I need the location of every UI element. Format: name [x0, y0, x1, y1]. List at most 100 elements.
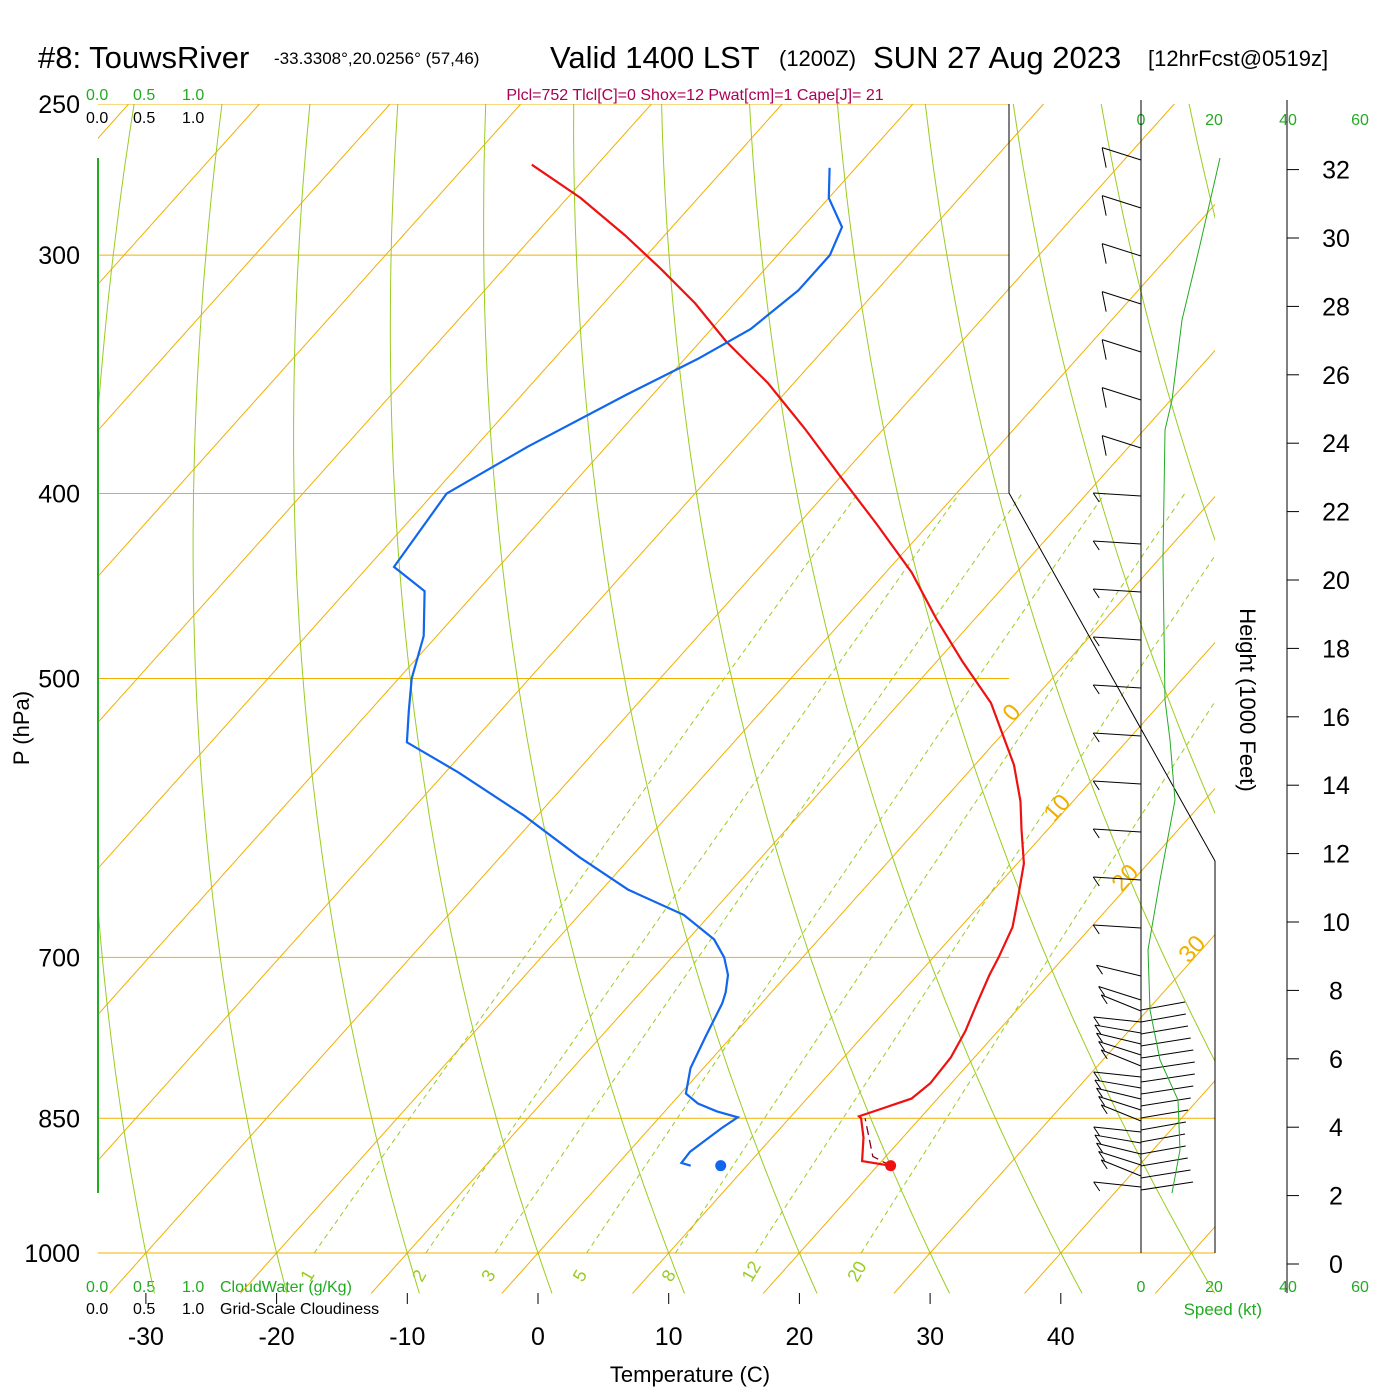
isotherm-line — [98, 104, 653, 724]
wind-barb-flag — [1098, 1096, 1106, 1106]
wind-barb-flag — [1096, 1032, 1103, 1043]
height-tick-label: 12 — [1322, 841, 1350, 869]
height-tick-label: 20 — [1322, 567, 1350, 595]
wind-barb — [1093, 540, 1142, 545]
wind-barb — [1140, 1109, 1189, 1119]
wind-barb-flag — [1100, 994, 1108, 1005]
wind-barb — [1101, 387, 1142, 401]
parcel-line — [864, 1118, 891, 1167]
wind-barb — [1101, 339, 1142, 353]
surface-temperature-dot — [885, 1160, 897, 1172]
wind-barb — [1140, 1085, 1194, 1095]
speed-axis-top: 0 20 40 60 — [1137, 112, 1369, 129]
mixing-ratio-label: 2 — [408, 1266, 430, 1285]
wind-barb — [1093, 1071, 1142, 1078]
wind-barb-flag — [1092, 780, 1100, 791]
wind-barb-flag — [1092, 876, 1100, 887]
mixing-ratio-line — [494, 493, 1023, 1254]
wind-barb-flag — [1100, 1104, 1108, 1115]
cloudiness-tick: 0.0 — [86, 110, 108, 127]
wind-barb — [1140, 1121, 1186, 1131]
wind-barb — [1101, 435, 1142, 449]
mixing-ratio-label: 20 — [843, 1258, 870, 1285]
height-tick-label: 18 — [1322, 635, 1350, 663]
speed-tick: 20 — [1205, 1279, 1223, 1296]
wind-barb-flag — [1096, 1087, 1103, 1098]
wind-barb — [1101, 291, 1142, 305]
cloud-scale-top: 0.0 0.5 1.0 0.0 0.5 1.0 — [86, 87, 204, 127]
x-tick-label: -20 — [259, 1323, 295, 1351]
x-axis-label: Temperature (C) — [610, 1362, 770, 1387]
pressure-tick-label: 400 — [38, 481, 80, 509]
x-tick-label: 40 — [1047, 1323, 1075, 1351]
stability-params: Plcl=752 Tlcl[C]=0 Shox=12 Pwat[cm]=1 Ca… — [506, 87, 883, 104]
wind-barb — [1140, 1049, 1194, 1059]
wind-barb-flag — [1101, 147, 1107, 168]
mixing-ratio-line — [313, 493, 859, 1254]
y-axis-label: P (hPa) — [9, 691, 34, 765]
wind-barb — [1093, 828, 1142, 833]
wind-barb — [1101, 147, 1142, 161]
zulu-time: (1200Z) — [779, 46, 856, 71]
wind-barb-flag — [1100, 1049, 1108, 1060]
height-tick-label: 8 — [1329, 977, 1343, 1005]
wind-barb-flag — [1093, 1071, 1101, 1082]
wind-barb-flag — [1098, 986, 1106, 996]
wind-barb — [1093, 1016, 1142, 1023]
cloudiness-label: Grid-Scale Cloudiness — [220, 1301, 379, 1318]
height-tick-label: 10 — [1322, 909, 1350, 937]
isotherm-line — [0, 0, 93, 1293]
height-tick-label: 32 — [1322, 157, 1350, 185]
cloudwater-tick: 1.0 — [182, 87, 204, 104]
wind-barb — [1093, 636, 1142, 641]
wind-barb — [1094, 1024, 1142, 1034]
speed-tick: 60 — [1351, 1279, 1369, 1296]
isotherm-line — [762, 787, 1215, 1294]
wind-barb — [1093, 492, 1142, 497]
mixing-ratio-label: 8 — [658, 1266, 680, 1285]
wind-barb — [1140, 1097, 1191, 1107]
speed-tick: 0 — [1137, 1279, 1146, 1296]
height-tick-label: 24 — [1322, 430, 1350, 458]
wind-barb-flag — [1092, 492, 1100, 503]
wind-barb — [1140, 1133, 1186, 1143]
wind-barb — [1093, 924, 1142, 929]
isotherm-line — [98, 104, 914, 1016]
dry-adiabat-line — [1100, 104, 1215, 542]
wind-barb — [1098, 1151, 1142, 1166]
height-tick-label: 22 — [1322, 499, 1350, 527]
wind-barb-flag — [1100, 1159, 1108, 1170]
x-tick-label: 0 — [531, 1323, 545, 1351]
speed-tick: 40 — [1279, 112, 1297, 129]
pressure-tick-label: 500 — [38, 666, 80, 694]
cloudiness-tick: 1.0 — [182, 110, 204, 127]
station-title: #8: TouwsRiver — [38, 40, 249, 75]
mixing-ratio-line — [674, 493, 1186, 1254]
wind-barb-flag — [1094, 1024, 1102, 1035]
wind-barb — [1101, 1049, 1142, 1067]
wind-barb — [1140, 1001, 1186, 1011]
height-tick-label: 16 — [1322, 704, 1350, 732]
pressure-tick-label: 300 — [38, 242, 80, 270]
isotherm-line — [98, 104, 391, 432]
wind-barb — [1094, 1079, 1142, 1089]
wind-barb — [1093, 780, 1142, 785]
x-tick-label: 30 — [916, 1323, 944, 1351]
wind-barb-flag — [1101, 339, 1107, 360]
wind-barb-flag — [1094, 1134, 1102, 1145]
isotherm-line — [98, 104, 130, 140]
height-tick-label: 14 — [1322, 772, 1350, 800]
mixing-ratio-label: 3 — [477, 1266, 499, 1285]
wind-barb — [1101, 195, 1142, 209]
cloudiness-tick: 1.0 — [182, 1301, 204, 1318]
x-tick-label: 20 — [785, 1323, 813, 1351]
wind-barb-flag — [1096, 1142, 1103, 1153]
pressure-tick-label: 1000 — [24, 1240, 80, 1268]
cloudwater-tick: 0.0 — [86, 87, 108, 104]
dewpoint-line — [392, 167, 844, 1167]
background-grid — [0, 0, 1288, 1294]
dry-adiabat-line — [661, 104, 951, 1294]
wind-barb — [1140, 1169, 1191, 1179]
wind-barb-flag — [1092, 828, 1100, 839]
